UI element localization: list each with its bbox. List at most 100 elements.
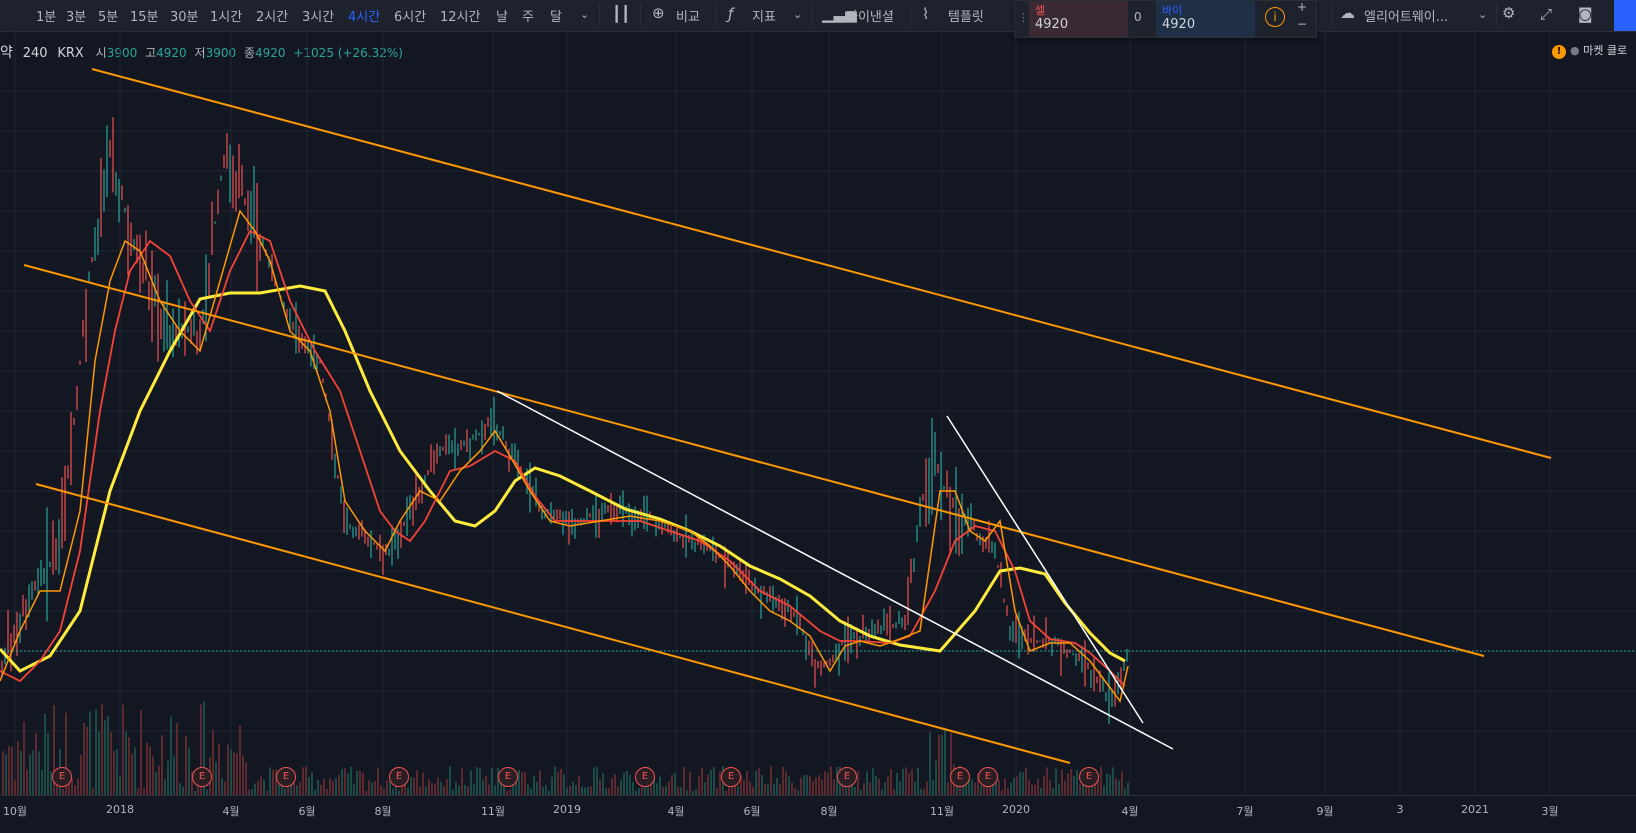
volume-bar	[653, 775, 655, 795]
earnings-badge[interactable]: E	[950, 767, 970, 787]
gear-icon[interactable]: ⚙	[1502, 4, 1516, 22]
bar-chart-icon[interactable]: ▁▃▅	[822, 5, 857, 23]
earnings-badge[interactable]: E	[635, 767, 655, 787]
volume-bar	[902, 768, 904, 795]
plus-icon[interactable]: +	[1297, 0, 1308, 14]
volume-bar	[518, 769, 520, 795]
volume-bar	[167, 760, 169, 795]
volume-bar	[461, 768, 463, 795]
earnings-badge[interactable]: E	[721, 767, 741, 787]
earnings-badge[interactable]: E	[52, 767, 72, 787]
interval-6h[interactable]: 6시간	[394, 10, 427, 25]
volume-bar	[380, 785, 382, 795]
plus-circle-icon[interactable]: ⊕	[652, 4, 665, 22]
chevron-down-icon[interactable]: ⌄	[580, 8, 590, 21]
financials-button[interactable]: 파이낸셜	[846, 10, 894, 25]
time-axis-label: 3	[1396, 803, 1404, 816]
volume-bar	[917, 767, 919, 795]
volume-bar	[890, 769, 892, 795]
volume-bar	[227, 744, 229, 795]
volume-bar	[923, 789, 925, 795]
volume-bar	[83, 722, 85, 795]
chevron-down-icon[interactable]: ⌄	[793, 8, 803, 21]
earnings-badge[interactable]: E	[837, 767, 857, 787]
publish-button[interactable]	[1614, 0, 1636, 31]
volume-bar	[713, 767, 715, 795]
volume-bar	[320, 784, 322, 795]
interval-1m[interactable]: 1분	[36, 10, 57, 25]
chevron-down-icon[interactable]: ⌄	[1478, 8, 1488, 21]
interval-day[interactable]: 날	[496, 10, 508, 25]
volume-bar	[932, 779, 934, 795]
symbol-exchange: KRX	[57, 46, 84, 61]
earnings-badge[interactable]: E	[192, 767, 212, 787]
volume-bar	[824, 771, 826, 795]
sell-button[interactable]: 셀 4920	[1029, 1, 1128, 37]
volume-bar	[617, 786, 619, 795]
volume-bar	[926, 781, 928, 795]
volume-bar	[143, 788, 145, 795]
interval-3m[interactable]: 3분	[66, 10, 87, 25]
market-status[interactable]: ! ● 마켓 클로	[1552, 42, 1627, 59]
interval-12h[interactable]: 12시간	[440, 10, 481, 25]
earnings-badge[interactable]: E	[498, 767, 518, 787]
earnings-badge[interactable]: E	[389, 767, 409, 787]
volume-bar	[1115, 778, 1117, 795]
interval-week[interactable]: 주	[522, 10, 534, 25]
earnings-badge[interactable]: E	[276, 767, 296, 787]
volume-bar	[1109, 774, 1111, 795]
volume-bar	[473, 784, 475, 795]
workspace-button[interactable]: 엘리어트웨이...	[1364, 10, 1449, 25]
compare-button[interactable]: 비교	[676, 10, 700, 25]
volume-bar	[299, 782, 301, 795]
volume-bar	[359, 770, 361, 795]
volume-bar	[788, 776, 790, 795]
interval-3h[interactable]: 3시간	[302, 10, 335, 25]
volume-bar	[164, 779, 166, 795]
volume-bar	[347, 773, 349, 795]
interval-30m[interactable]: 30분	[170, 10, 199, 25]
volume-bar	[425, 786, 427, 795]
volume-bar	[560, 768, 562, 795]
volume-bar	[590, 786, 592, 795]
interval-month[interactable]: 달	[550, 10, 562, 25]
interval-15m[interactable]: 15분	[130, 10, 159, 25]
volume-bar	[17, 741, 19, 795]
buy-button[interactable]: 바이 4920	[1156, 1, 1255, 37]
time-axis-label: 3월	[1541, 805, 1559, 818]
symbol-legend: 약 240 KRX 시3900 고4920 저3900 종4920 +1025 …	[0, 42, 403, 62]
sell-label: 셀	[1035, 4, 1046, 17]
interval-5m[interactable]: 5분	[98, 10, 119, 25]
interval-2h[interactable]: 2시간	[256, 10, 289, 25]
interval-1h[interactable]: 1시간	[210, 10, 243, 25]
time-axis-label: 8월	[820, 805, 838, 818]
volume-bar	[659, 776, 661, 795]
volume-bar	[851, 777, 853, 795]
camera-icon[interactable]: ◙	[1578, 5, 1593, 23]
volume-bar	[149, 746, 151, 795]
volume-bar	[449, 766, 451, 795]
interval-4h[interactable]: 4시간	[348, 10, 381, 25]
candlestick-icon[interactable]: ┃┃	[612, 5, 631, 23]
earnings-badge[interactable]: E	[1079, 767, 1099, 787]
volume-bar	[611, 778, 613, 795]
templates-button[interactable]: 템플릿	[948, 10, 984, 25]
volume-bar	[296, 785, 298, 795]
indicators-button[interactable]: 지표	[752, 10, 776, 25]
volume-bar	[29, 754, 31, 795]
volume-bar	[263, 779, 265, 795]
volume-bar	[89, 711, 91, 795]
minus-icon[interactable]: −	[1297, 17, 1308, 31]
spread-value: 0	[1134, 10, 1142, 24]
volume-bar	[881, 789, 883, 795]
cloud-icon[interactable]: ☁	[1340, 4, 1355, 22]
volume-bar	[635, 790, 637, 795]
price-chart[interactable]	[0, 31, 1636, 795]
fullscreen-icon[interactable]: ⤢	[1540, 5, 1553, 23]
symbol-name[interactable]: 약	[0, 45, 13, 61]
template-icon[interactable]: ⌇	[922, 5, 930, 23]
earnings-badge[interactable]: E	[978, 767, 998, 787]
volume-bar	[422, 772, 424, 795]
info-icon[interactable]: i	[1265, 7, 1285, 27]
function-icon[interactable]: ƒ	[728, 5, 734, 23]
